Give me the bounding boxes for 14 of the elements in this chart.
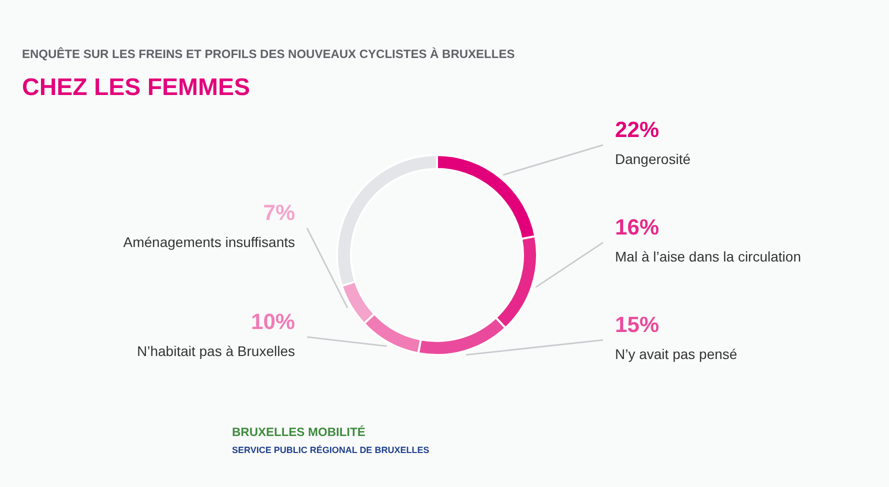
data-label: 15% — [615, 312, 660, 337]
slice-label: N’y avait pas pensé — [615, 346, 738, 362]
text: SERVICE PUBLIC RÉGIONAL DE BRUXELLES — [232, 445, 430, 455]
slice-label: N’habitait pas à Bruxelles — [137, 343, 295, 359]
slice-label: Dangerosité — [615, 151, 691, 167]
data-label: 10% — [250, 309, 295, 334]
text: BRUXELLES MOBILITÉ — [232, 425, 366, 439]
chart-title: ENQUÊTE SUR LES FREINS ET PROFILS DES NOUVEAUX CYCLISTES À BRUXELLES — [22, 47, 515, 61]
data-label: 16% — [615, 214, 660, 240]
slice-label: Aménagements insuffisants — [123, 234, 295, 250]
slice-label: Mal à l’aise dans la circulation — [615, 248, 801, 264]
data-label: 22% — [615, 117, 660, 142]
data-label: 7% — [263, 200, 295, 225]
chart-subtitle: CHEZ LES FEMMES — [22, 74, 250, 101]
